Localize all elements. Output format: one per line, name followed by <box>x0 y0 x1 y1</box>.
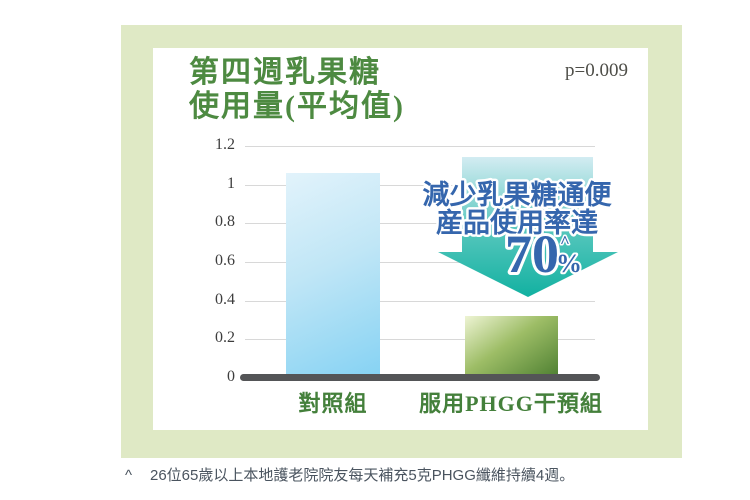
footnote: ^ 26位65歲以上本地護老院院友每天補充5克PHGG纖維持續4週。 <box>125 464 665 485</box>
gridline <box>245 146 595 147</box>
y-tick-label: 0.2 <box>215 329 235 347</box>
chart-title-line2: 使用量(平均值) <box>189 89 405 123</box>
y-tick-label: 0.8 <box>215 213 235 231</box>
chart-title: 第四週乳果糖 使用量(平均值) <box>189 56 405 123</box>
y-tick-label: 0 <box>227 368 235 386</box>
gridline <box>245 339 595 341</box>
annotation-caret-marker: ^ <box>560 232 570 251</box>
gridline <box>245 300 595 302</box>
gridline <box>245 262 595 263</box>
bar-phgg <box>465 316 558 378</box>
x-category-label: 服用PHGG干預組 <box>419 391 603 416</box>
gridline <box>245 223 595 225</box>
y-tick-label: 1.2 <box>215 136 235 154</box>
chart-panel: 第四週乳果糖 使用量(平均值) p=0.009 0 0.2 0.4 0.6 0.8 1 1.… <box>153 48 648 430</box>
annotation-line2: 産品使用率達 <box>436 207 598 238</box>
x-axis-line <box>240 374 600 381</box>
y-tick-label: 1 <box>227 174 235 192</box>
chart-card: 第四週乳果糖 使用量(平均值) p=0.009 0 0.2 0.4 0.6 0.8 1 1.… <box>121 25 682 458</box>
p-value-label: p=0.009 <box>565 60 628 81</box>
y-tick-label: 0.4 <box>215 290 235 308</box>
x-category-label: 對照組 <box>298 391 368 416</box>
annotation-line1: 減少乳果糖通便 <box>423 179 613 210</box>
chart-title-line1: 第四週乳果糖 <box>189 56 381 89</box>
footnote-text: 26位65歲以上本地護老院院友每天補充5克PHGG纖維持續4週。 <box>150 467 575 484</box>
reduction-arrow-annotation: 減少乳果糖通便 産品使用率達 70 % ^ <box>420 157 618 297</box>
y-tick-label: 0.6 <box>215 252 235 270</box>
plot-area: 0 0.2 0.4 0.6 0.8 1 1.2 對照組 服用PHGG干預組 <box>215 136 602 416</box>
annotation-percent-sign: % <box>556 249 582 278</box>
annotation-big-value: 70 <box>505 224 559 284</box>
bar-control <box>286 173 380 378</box>
footnote-marker: ^ <box>125 467 133 484</box>
gridline <box>245 184 595 186</box>
down-arrow-icon <box>438 157 618 297</box>
